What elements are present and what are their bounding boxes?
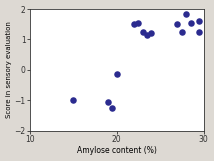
Point <box>184 12 188 15</box>
Point <box>132 23 136 26</box>
Point <box>115 73 118 76</box>
Point <box>150 32 153 35</box>
Point <box>176 23 179 26</box>
Point <box>180 31 184 33</box>
Point <box>198 20 201 23</box>
Point <box>189 21 192 24</box>
Y-axis label: Score in sensory evaluation: Score in sensory evaluation <box>6 21 12 118</box>
Point <box>198 31 201 33</box>
Point <box>145 34 149 36</box>
Point <box>71 99 75 101</box>
Point <box>111 106 114 109</box>
Point <box>137 21 140 24</box>
Point <box>141 31 144 33</box>
X-axis label: Amylose content (%): Amylose content (%) <box>77 147 156 155</box>
Point <box>106 100 110 103</box>
